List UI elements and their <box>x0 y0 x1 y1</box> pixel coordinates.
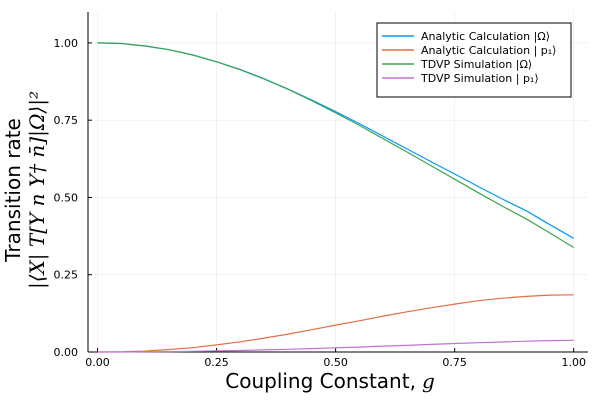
legend-items: Analytic Calculation |Ω⟩Analytic Calcula… <box>382 30 556 85</box>
legend-label-2: Analytic Calculation | p₁⟩ <box>421 44 556 57</box>
legend: Analytic Calculation |Ω⟩Analytic Calcula… <box>376 22 572 98</box>
series-line-4 <box>97 339 574 353</box>
series-line-2 <box>97 294 574 353</box>
y-tick-label: 0.25 <box>54 269 79 282</box>
legend-label-1: Analytic Calculation |Ω⟩ <box>421 30 550 43</box>
x-tick-label: 0.25 <box>204 356 229 369</box>
tick-labels: 0.00 0.25 0.50 0.75 1.00 0.00 0.25 0.50 0.75 1.00 <box>54 37 586 369</box>
x-axis-label: Coupling Constant, g <box>225 369 435 393</box>
y-axis-label-line2: |⟨X| T[Y n Y† n̄]|Ω⟩|² <box>25 91 50 289</box>
y-tick-label: 0.00 <box>54 346 79 359</box>
y-tick-label: 1.00 <box>54 37 79 50</box>
legend-label-3: TDVP Simulation |Ω⟩ <box>420 58 532 71</box>
y-axis-label-line1: Transition rate <box>1 118 25 263</box>
series-line-3 <box>97 42 575 249</box>
x-tick-label: 0.75 <box>442 356 467 369</box>
series-lines <box>97 42 575 353</box>
x-tick-label: 0.00 <box>85 356 110 369</box>
x-tick-label: 1.00 <box>561 356 586 369</box>
y-tick-label: 0.75 <box>54 114 79 127</box>
x-tick-label: 0.50 <box>323 356 348 369</box>
legend-label-4: TDVP Simulation | p₁⟩ <box>420 72 539 85</box>
y-tick-label: 0.50 <box>54 191 79 204</box>
